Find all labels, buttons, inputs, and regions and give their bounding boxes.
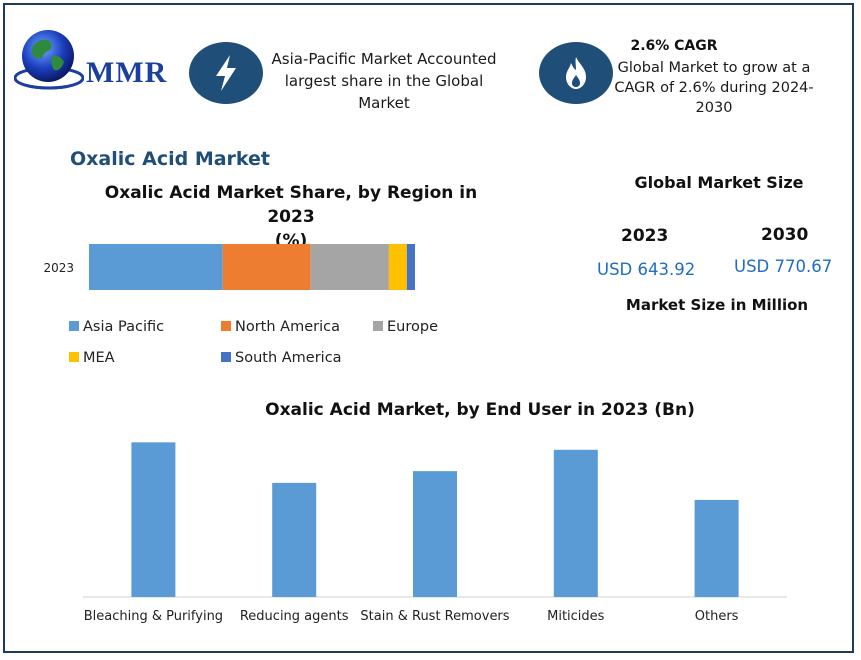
cagr-text-line: Global Market to grow at a	[617, 60, 811, 76]
legend-swatch	[221, 352, 231, 362]
flame-icon	[539, 42, 613, 104]
infographic-frame	[3, 3, 854, 653]
region-bar-segment	[89, 244, 223, 290]
region-highlight-line: largest share in the Global	[284, 72, 484, 90]
legend-swatch	[69, 352, 79, 362]
legend-label: Asia Pacific	[83, 319, 164, 335]
region-category-label: 2023	[43, 261, 74, 275]
region-highlight-line: Asia-Pacific Market Accounted	[271, 50, 497, 68]
end-user-chart: Bleaching & Purifying Reducing agents Stai…	[83, 442, 787, 624]
region-bar-segment	[222, 244, 311, 290]
mmr-logo: MMR	[13, 26, 174, 96]
end-user-chart-title: Oxalic Acid Market, by End User in 2023 …	[265, 400, 695, 420]
cagr-text: Global Market to grow at a CAGR of 2.6% …	[604, 58, 824, 118]
region-chart-title-line: Oxalic Acid Market Share, by Region in 2…	[104, 183, 478, 227]
end-user-bar	[131, 442, 176, 597]
legend-label: South America	[235, 350, 342, 366]
section-title: Oxalic Acid Market	[70, 148, 271, 170]
market-size-unit: Market Size in Million	[625, 296, 809, 314]
value-2023: USD 643.92	[597, 260, 696, 279]
legend-swatch	[221, 321, 231, 331]
end-user-category-label: Miticides	[547, 609, 605, 624]
region-share-chart: 2023 Asia Pacific North America Europe MEA So…	[43, 244, 438, 366]
value-2030: USD 770.67	[734, 257, 833, 276]
end-user-category-label: Others	[695, 609, 739, 624]
logo-text: MMR	[86, 56, 168, 89]
end-user-category-label: Reducing agents	[240, 609, 349, 624]
year-2023-label: 2023	[621, 226, 669, 246]
legend-swatch	[69, 321, 79, 331]
region-highlight-line: Market	[358, 94, 410, 112]
end-user-category-label: Bleaching & Purifying	[84, 609, 223, 624]
legend-label: North America	[235, 319, 340, 335]
region-bar-segment	[388, 244, 407, 290]
region-bar-segment	[310, 244, 389, 290]
region-highlight-text: Asia-Pacific Market Accounted largest sh…	[264, 48, 504, 114]
cagr-text-line: CAGR of 2.6% during 2024-	[614, 80, 814, 96]
end-user-bar	[272, 482, 317, 597]
year-2030-label: 2030	[761, 225, 809, 245]
globe-icon	[13, 30, 85, 90]
cagr-text-line: 2030	[695, 100, 733, 116]
region-bar-segment	[406, 244, 415, 290]
end-user-category-label: Stain & Rust Removers	[360, 609, 509, 624]
cagr-title: 2.6% CAGR	[630, 38, 718, 54]
legend-label: Europe	[387, 319, 438, 335]
lightning-icon	[189, 42, 263, 104]
legend-label: MEA	[83, 350, 115, 366]
end-user-bar	[553, 449, 598, 597]
market-size-title: Global Market Size	[634, 173, 804, 192]
end-user-bar	[413, 471, 457, 597]
legend-swatch	[373, 321, 383, 331]
end-user-bar	[694, 499, 739, 597]
